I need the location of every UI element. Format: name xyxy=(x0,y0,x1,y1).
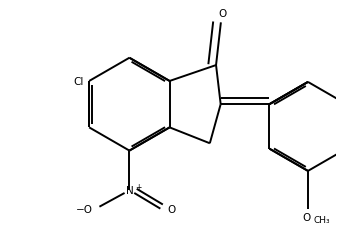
Text: −O: −O xyxy=(76,204,93,214)
Text: CH₃: CH₃ xyxy=(314,215,330,224)
Text: N: N xyxy=(126,185,133,195)
Text: +: + xyxy=(135,182,142,191)
Text: O: O xyxy=(219,9,227,19)
Text: O: O xyxy=(167,204,175,214)
Text: Cl: Cl xyxy=(73,76,83,87)
Text: O: O xyxy=(303,212,311,222)
